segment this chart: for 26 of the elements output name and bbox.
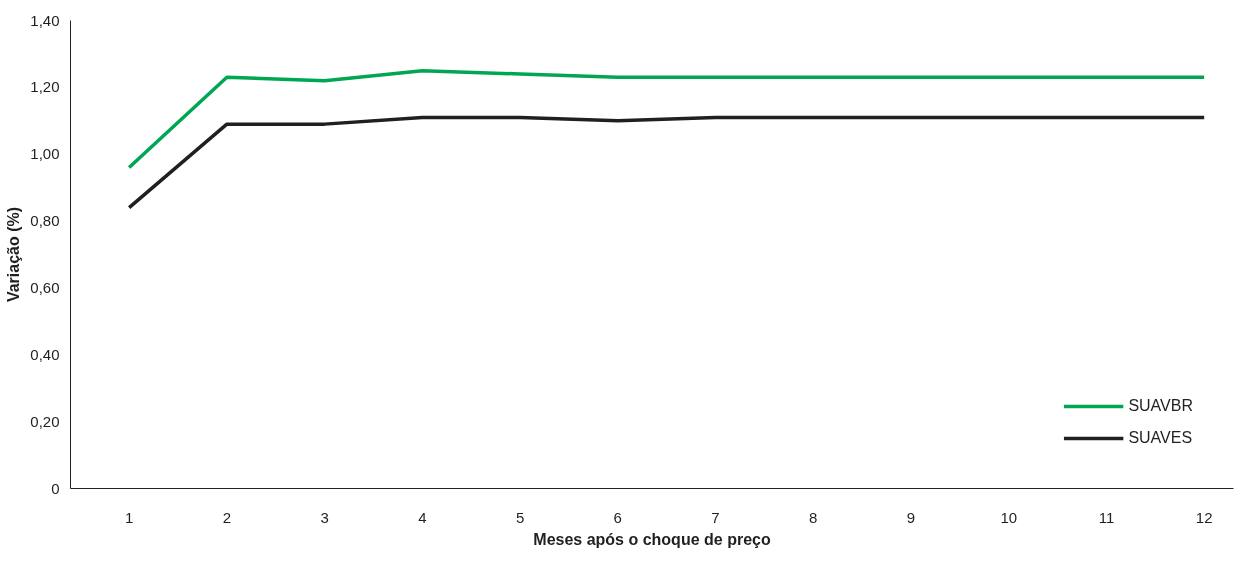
y-tick-label: 0,80 xyxy=(30,212,60,230)
y-tick-label: 1,40 xyxy=(30,11,60,29)
x-tick-label: 11 xyxy=(1098,508,1115,526)
x-tick-label: 10 xyxy=(1000,508,1018,526)
x-tick-label: 6 xyxy=(613,508,622,526)
x-tick-label: 4 xyxy=(418,508,427,526)
x-tick-label: 12 xyxy=(1195,508,1213,526)
x-axis-title: Meses após o choque de preço xyxy=(533,530,771,548)
line-series xyxy=(127,115,1206,210)
y-tick-label: 1,00 xyxy=(30,145,60,163)
x-tick-label: 2 xyxy=(222,508,232,526)
legend-label: SUAVES xyxy=(1128,429,1193,447)
y-tick-label: 0,40 xyxy=(30,345,60,363)
legend-label: SUAVBR xyxy=(1128,397,1193,415)
x-tick-label: 7 xyxy=(711,508,720,526)
x-tick-label: 8 xyxy=(809,508,818,526)
y-tick-label: 0,20 xyxy=(30,412,60,430)
x-tick-label: 1 xyxy=(124,508,134,526)
x-tick-label: 9 xyxy=(906,508,916,526)
y-axis-title: Variação (%) xyxy=(5,206,23,303)
line-series xyxy=(127,68,1206,170)
x-tick-label: 5 xyxy=(515,508,525,526)
y-tick-label: 0,60 xyxy=(30,278,60,296)
y-tick-label: 0 xyxy=(51,479,60,497)
y-tick-label: 1,20 xyxy=(30,78,60,96)
x-tick-label: 3 xyxy=(320,508,329,526)
